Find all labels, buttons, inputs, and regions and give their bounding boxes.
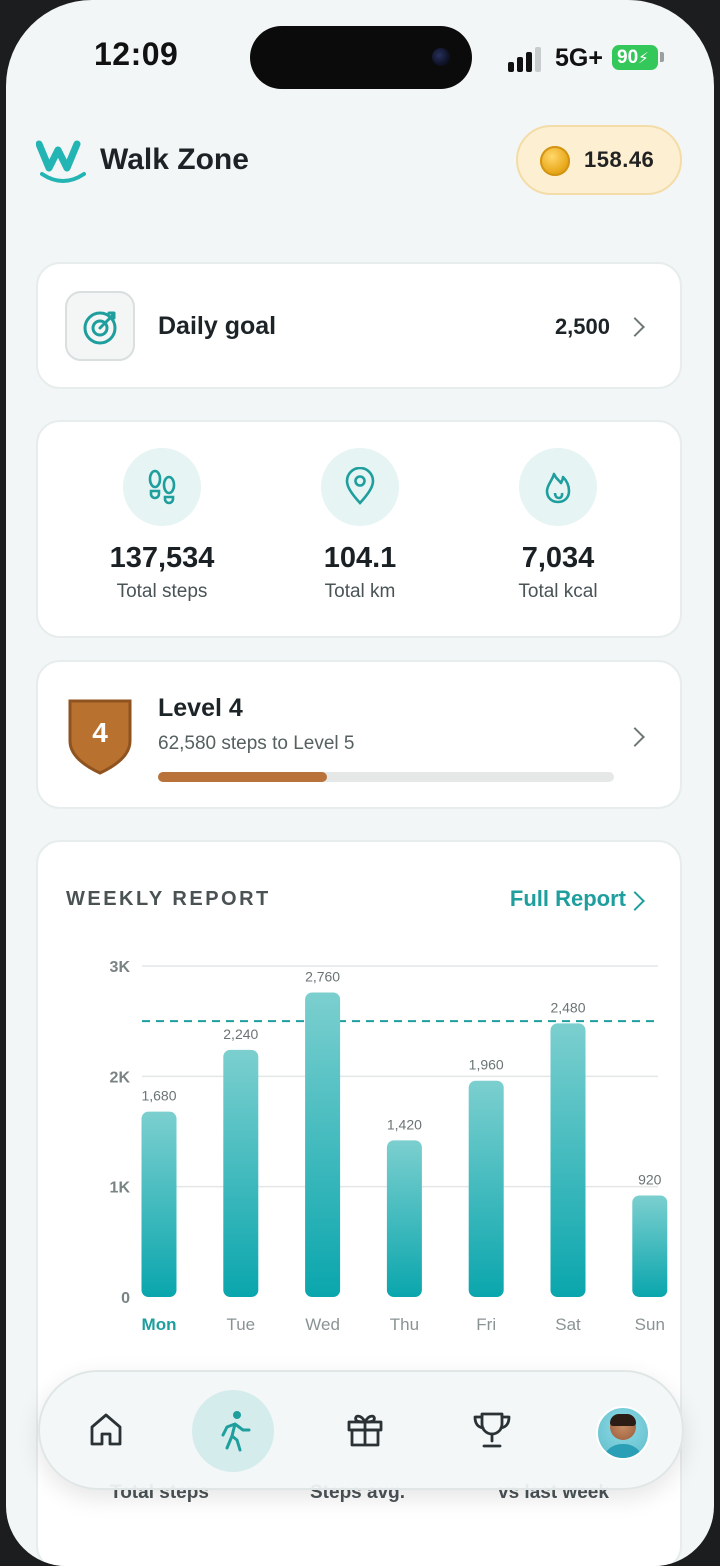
bar-sat <box>550 1023 586 1297</box>
y-tick-label: 1K <box>110 1180 131 1197</box>
app-title: Walk Zone <box>100 143 249 176</box>
x-tick-label: Wed <box>305 1315 340 1334</box>
weekly-report-title: WEEKLY REPORT <box>66 888 271 910</box>
data-label: 1,420 <box>387 1116 422 1132</box>
x-tick-label: Thu <box>390 1315 419 1334</box>
y-tick-label: 3K <box>110 959 131 976</box>
gift-icon[interactable] <box>332 1397 396 1461</box>
status-time: 12:09 <box>94 36 179 72</box>
daily-goal-label: Daily goal <box>158 312 277 340</box>
level-progress-fill <box>158 772 327 782</box>
totals-card: 137,534 Total steps 104.1 Total km 7,034… <box>36 420 682 638</box>
bar-wed <box>305 992 341 1297</box>
total-steps-value: 137,534 <box>109 542 215 574</box>
x-tick-label: Sun <box>635 1315 665 1334</box>
bar-mon <box>141 1111 177 1297</box>
battery-nub <box>660 52 664 62</box>
data-label: 1,960 <box>469 1057 504 1073</box>
daily-goal-card[interactable]: Daily goal 2,500 <box>36 262 682 389</box>
trophy-icon[interactable] <box>458 1397 522 1461</box>
total-km-label: Total km <box>324 581 396 602</box>
total-steps-label: Total steps <box>116 581 208 602</box>
network-label: 5G+ <box>555 44 603 72</box>
bar-fri <box>468 1080 504 1297</box>
signal-icon <box>508 46 548 72</box>
coin-balance-button[interactable]: 158.46 <box>516 125 682 195</box>
walk-zone-logo <box>36 140 86 183</box>
level-card[interactable]: 4 Level 4 62,580 steps to Level 5 <box>36 660 682 809</box>
data-label: 2,480 <box>550 999 585 1015</box>
data-label: 2,240 <box>223 1026 258 1042</box>
x-tick-label: Mon <box>142 1315 177 1334</box>
location-pin-icon <box>321 448 399 526</box>
x-tick-label: Sat <box>555 1315 581 1334</box>
level-title: Level 4 <box>158 694 243 722</box>
level-subtitle: 62,580 steps to Level 5 <box>158 733 355 754</box>
coin-balance: 158.46 <box>584 147 655 172</box>
data-label: 1,680 <box>141 1088 176 1104</box>
battery-level: 90 <box>617 47 639 68</box>
chevron-right-icon <box>625 317 645 337</box>
bar-sun <box>632 1195 668 1297</box>
home-icon[interactable] <box>74 1397 138 1461</box>
stat-total-km: 104.1 Total km <box>260 448 460 603</box>
data-label: 2,760 <box>305 968 340 984</box>
stat-total-steps: 137,534 Total steps <box>62 448 262 603</box>
battery-icon: 90⚡ <box>612 45 658 70</box>
total-kcal-label: Total kcal <box>518 581 598 602</box>
goal-target-icon <box>65 291 135 361</box>
footprints-icon <box>123 448 201 526</box>
chevron-right-icon <box>625 727 645 747</box>
level-badge-number: 4 <box>92 717 108 748</box>
total-km-value: 104.1 <box>323 542 397 574</box>
level-progress-track <box>158 772 614 782</box>
dynamic-island <box>250 26 472 89</box>
full-report-link[interactable]: Full Report <box>509 886 626 911</box>
x-tick-label: Fri <box>476 1315 496 1334</box>
y-tick-label: 2K <box>110 1069 131 1086</box>
walk-button[interactable] <box>192 1390 274 1472</box>
flame-icon <box>519 448 597 526</box>
x-tick-label: Tue <box>226 1315 255 1334</box>
walk-icon <box>221 1411 251 1452</box>
total-kcal-value: 7,034 <box>521 542 595 574</box>
camera-icon <box>432 48 450 66</box>
weekly-steps-chart: 0 1K 2K 3K 1,680 Mon 2,240 Tue 2,760 Wed 1,420 Thu 1… <box>110 959 668 1334</box>
bar-tue <box>223 1049 259 1297</box>
data-label: 920 <box>638 1171 662 1187</box>
coin-icon <box>540 146 570 176</box>
stat-total-kcal: 7,034 Total kcal <box>458 448 658 603</box>
avatar[interactable] <box>596 1406 650 1460</box>
phone-screen: 12:09 5G+ 90⚡ Walk Zone 158.46 Daily goa… <box>6 0 714 1566</box>
daily-goal-value: 2,500 <box>554 314 610 339</box>
y-tick-label: 0 <box>121 1290 130 1307</box>
level-shield-icon: 4 <box>68 699 132 775</box>
bar-thu <box>386 1140 422 1297</box>
bottom-nav <box>38 1370 684 1490</box>
